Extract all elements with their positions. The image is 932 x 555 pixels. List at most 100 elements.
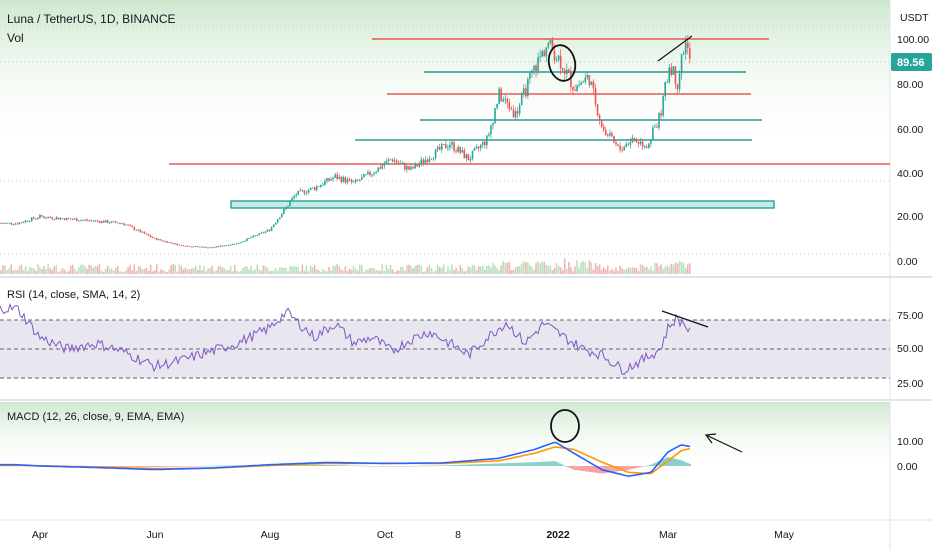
candle-body [397, 162, 400, 164]
candle-body [162, 240, 164, 242]
volume-bar [49, 268, 51, 274]
hand-drawn-circle-macd[interactable] [550, 409, 580, 443]
candle-body [252, 235, 254, 238]
candle-body [674, 66, 677, 85]
candle-body [447, 147, 449, 149]
candle-body [607, 135, 609, 136]
macd-histogram-bar [561, 464, 563, 466]
candle-body [662, 96, 664, 116]
macd-histogram-bar [437, 465, 439, 467]
rsi-trendline[interactable] [661, 310, 709, 328]
candle-body [484, 141, 486, 146]
candle-body [0, 223, 2, 225]
price-trendline[interactable] [657, 35, 693, 62]
macd-histogram-bar [649, 464, 651, 466]
rsi-axis[interactable]: 75.00 50.00 25.00 [897, 310, 923, 390]
volume-bar [135, 270, 138, 274]
macd-histogram-bar [305, 465, 307, 466]
candle-body [16, 223, 19, 225]
candle-body [545, 47, 548, 57]
price-pane-gradient [0, 0, 890, 150]
volume-bar [51, 269, 54, 274]
volume-bar [258, 269, 261, 274]
macd-histogram-bar [215, 465, 217, 467]
volume-bar [371, 268, 373, 274]
volume-bar [274, 268, 277, 274]
volume-bar [110, 268, 113, 274]
candle-body [141, 231, 144, 233]
candle-body [414, 163, 416, 169]
volume-bar [592, 269, 595, 274]
volume-bar [2, 264, 4, 274]
volume-bar [598, 264, 601, 274]
candle-body [531, 70, 533, 74]
candle-body [563, 69, 566, 74]
volume-bar [432, 271, 435, 274]
volume-bar [561, 269, 564, 274]
macd-histogram-bar [533, 462, 535, 466]
candle-body [643, 146, 646, 148]
candle-body [338, 176, 341, 179]
candle-body [137, 229, 140, 231]
volume-bar [635, 268, 638, 274]
macd-histogram-bar [137, 466, 139, 467]
macd-histogram-bar [159, 466, 161, 467]
volume-bar [330, 270, 332, 274]
macd-histogram-bar [335, 465, 337, 466]
volume-bar [418, 264, 420, 274]
macd-histogram-bar [129, 466, 131, 467]
volume-bar [346, 270, 349, 274]
arrow-annotation[interactable] [704, 433, 743, 453]
macd-histogram-bar [637, 466, 639, 468]
candle-body [424, 159, 427, 164]
candle-body [209, 247, 211, 249]
volume-bar [467, 266, 470, 274]
macd-histogram-bar [405, 465, 407, 467]
volume-bar [192, 267, 195, 274]
volume-bar [391, 269, 394, 274]
candle-body [578, 84, 580, 86]
volume-bar [557, 265, 560, 274]
candle-body [49, 216, 51, 218]
macd-axis[interactable]: 10.00 0.00 [897, 436, 923, 473]
volume-bar [434, 270, 437, 274]
candle-body [383, 164, 386, 166]
candle-body [59, 218, 62, 220]
macd-histogram-bar [475, 464, 477, 466]
macd-histogram-bar [131, 466, 133, 467]
volume-bar [352, 265, 355, 274]
macd-histogram-bar [497, 463, 499, 466]
candle-body [240, 242, 242, 244]
macd-histogram-bar [353, 465, 355, 467]
volume-bar [322, 268, 324, 274]
volume-bar [71, 264, 74, 274]
support-zone[interactable] [230, 200, 775, 209]
candle-body [153, 237, 156, 239]
hand-drawn-circle-price[interactable] [546, 43, 579, 84]
macd-histogram-bar [417, 465, 419, 467]
candle-body [311, 187, 314, 189]
last-price-badge[interactable]: 89.56 [891, 53, 932, 71]
macd-histogram-bar [467, 464, 469, 466]
macd-tick: 10.00 [897, 436, 923, 448]
volume-bar [151, 271, 154, 274]
macd-histogram-bar [471, 464, 473, 466]
candle-body [631, 138, 634, 143]
candle-body [461, 150, 464, 153]
macd-histogram-bar [133, 466, 135, 467]
price-axis[interactable]: USDT 100.00 80.00 60.00 40.00 20.00 0.00 [897, 12, 929, 268]
candle-body [4, 222, 6, 224]
volume-bar [246, 266, 248, 274]
macd-histogram-bar [427, 465, 429, 467]
volume-bar [217, 266, 220, 274]
candle-body [121, 223, 123, 224]
macd-histogram-bar [423, 465, 425, 467]
volume-bar [508, 261, 511, 274]
candle-body [406, 166, 408, 170]
time-axis[interactable]: Apr Jun Aug Oct 8 2022 Mar May [32, 529, 795, 541]
candle-body [178, 244, 181, 246]
macd-histogram-bar [399, 466, 401, 467]
volume-bar [74, 269, 76, 274]
candle-body [158, 239, 160, 241]
volume-bar [440, 267, 443, 274]
